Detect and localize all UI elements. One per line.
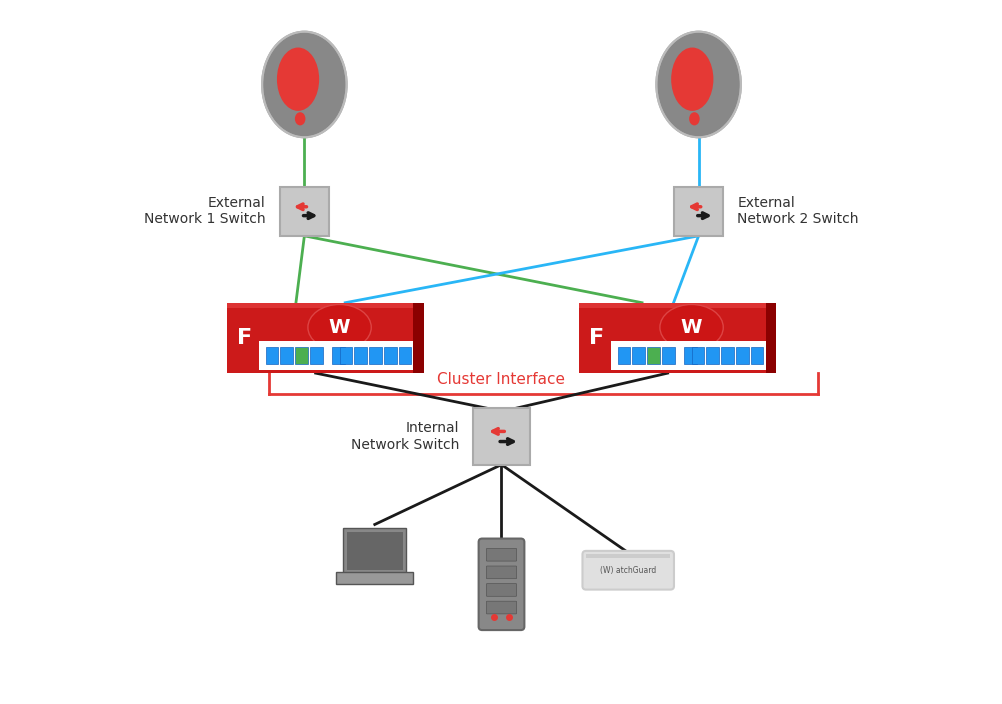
FancyBboxPatch shape	[354, 346, 367, 365]
Ellipse shape	[277, 48, 319, 111]
FancyBboxPatch shape	[705, 346, 718, 365]
FancyBboxPatch shape	[413, 303, 424, 373]
FancyBboxPatch shape	[266, 346, 278, 365]
FancyBboxPatch shape	[683, 346, 695, 365]
Ellipse shape	[308, 304, 371, 350]
FancyBboxPatch shape	[578, 303, 776, 373]
Text: W: W	[329, 318, 350, 337]
Text: Cluster Interface: Cluster Interface	[437, 372, 565, 387]
FancyBboxPatch shape	[281, 346, 293, 365]
FancyBboxPatch shape	[673, 187, 722, 236]
FancyBboxPatch shape	[336, 572, 413, 584]
FancyBboxPatch shape	[226, 303, 424, 373]
Ellipse shape	[659, 304, 722, 350]
Ellipse shape	[262, 32, 347, 137]
Ellipse shape	[295, 112, 306, 125]
FancyBboxPatch shape	[259, 341, 413, 370]
FancyBboxPatch shape	[486, 566, 516, 579]
Text: External
Network 2 Switch: External Network 2 Switch	[736, 196, 858, 226]
FancyBboxPatch shape	[582, 551, 673, 590]
FancyBboxPatch shape	[486, 584, 516, 596]
FancyBboxPatch shape	[310, 346, 323, 365]
Text: W: W	[680, 318, 701, 337]
FancyBboxPatch shape	[610, 341, 765, 370]
FancyBboxPatch shape	[399, 346, 411, 365]
FancyBboxPatch shape	[765, 303, 776, 373]
Text: Internal
Network Switch: Internal Network Switch	[351, 422, 459, 451]
FancyBboxPatch shape	[295, 346, 308, 365]
FancyBboxPatch shape	[478, 539, 524, 630]
FancyBboxPatch shape	[332, 346, 344, 365]
FancyBboxPatch shape	[280, 187, 329, 236]
FancyBboxPatch shape	[343, 528, 406, 574]
Text: (W) atchGuard: (W) atchGuard	[599, 566, 655, 574]
FancyBboxPatch shape	[340, 346, 352, 365]
FancyBboxPatch shape	[369, 346, 382, 365]
FancyBboxPatch shape	[646, 346, 659, 365]
FancyBboxPatch shape	[486, 601, 516, 614]
FancyBboxPatch shape	[735, 346, 747, 365]
Ellipse shape	[670, 48, 712, 111]
FancyBboxPatch shape	[632, 346, 644, 365]
FancyBboxPatch shape	[473, 408, 529, 465]
FancyBboxPatch shape	[347, 532, 403, 570]
Text: External
Network 1 Switch: External Network 1 Switch	[144, 196, 266, 226]
FancyBboxPatch shape	[578, 303, 765, 308]
Text: F: F	[588, 328, 603, 348]
FancyBboxPatch shape	[585, 555, 669, 558]
FancyBboxPatch shape	[691, 346, 703, 365]
FancyBboxPatch shape	[486, 548, 516, 561]
FancyBboxPatch shape	[720, 346, 733, 365]
Ellipse shape	[655, 32, 740, 137]
FancyBboxPatch shape	[617, 346, 629, 365]
FancyBboxPatch shape	[384, 346, 396, 365]
Text: F: F	[236, 328, 252, 348]
FancyBboxPatch shape	[226, 303, 413, 308]
FancyBboxPatch shape	[749, 346, 763, 365]
Ellipse shape	[688, 112, 699, 125]
FancyBboxPatch shape	[661, 346, 674, 365]
